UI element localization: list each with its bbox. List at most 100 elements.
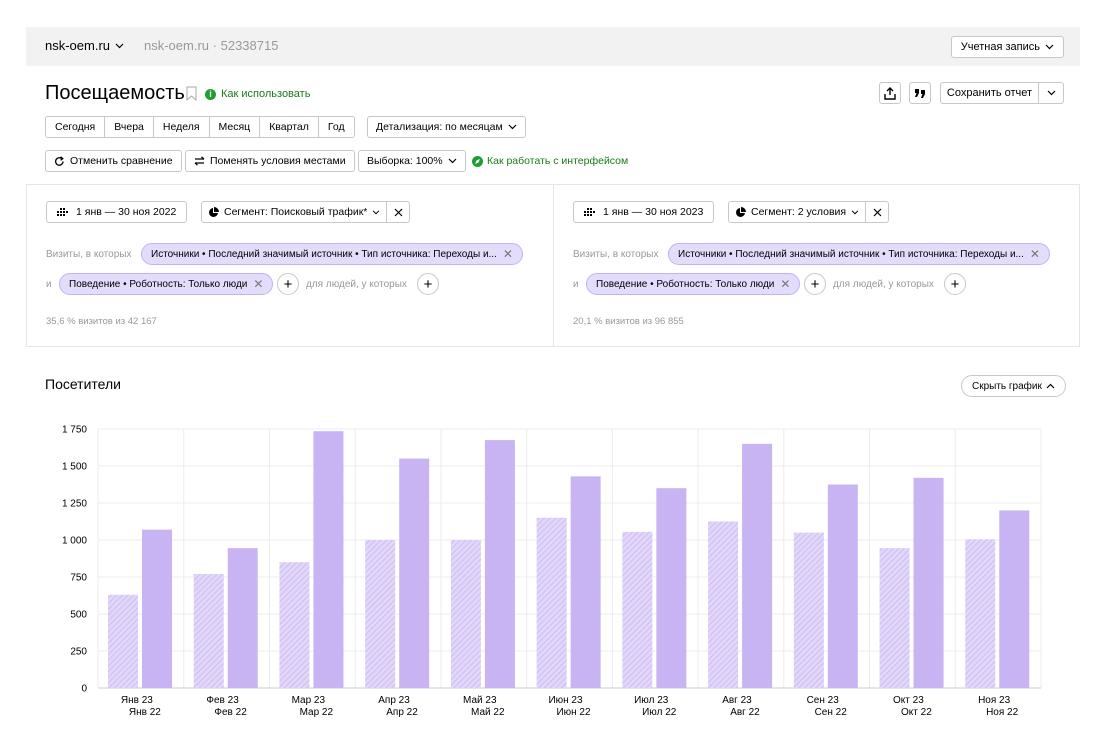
bar-current-period[interactable] — [742, 443, 773, 688]
bar-current-period[interactable] — [142, 529, 172, 688]
x-tick-label-previous: Сен 22 — [815, 707, 848, 718]
x-tick-label: Май 23 — [463, 695, 497, 706]
bar-previous-period[interactable] — [793, 532, 824, 688]
bar-current-period[interactable] — [484, 440, 515, 688]
period-month[interactable]: Месяц — [209, 117, 261, 137]
bar-previous-period[interactable] — [108, 594, 138, 688]
segment-selector[interactable]: Сегмент: Поисковый трафик* — [201, 201, 411, 223]
condition-chip-source[interactable]: Источники • Последний значимый источник … — [668, 243, 1050, 265]
condition-chip-label: Поведение • Роботность: Только люди — [69, 278, 248, 290]
chevron-down-icon — [508, 124, 517, 130]
visits-share-note: 35,6 % визитов из 42 167 — [46, 316, 157, 327]
bar-previous-period[interactable] — [965, 539, 996, 688]
and-label: и — [46, 279, 52, 290]
cancel-compare-button[interactable]: Отменить сравнение — [45, 150, 182, 172]
bar-current-period[interactable] — [399, 458, 430, 688]
close-icon — [394, 208, 403, 216]
api-button[interactable] — [909, 82, 931, 104]
remove-segment-button[interactable] — [387, 202, 409, 222]
close-icon[interactable]: ✕ — [780, 277, 791, 291]
save-report-menu[interactable] — [1039, 83, 1063, 103]
add-people-condition-button[interactable]: + — [417, 273, 439, 295]
x-tick-label-previous: Апр 22 — [386, 707, 418, 718]
segment-label: Сегмент: Поисковый трафик* — [224, 206, 368, 218]
bar-previous-period[interactable] — [365, 540, 396, 688]
counter-id: 52338715 — [220, 38, 279, 53]
add-visit-condition-button[interactable]: + — [277, 273, 299, 295]
plus-icon: + — [810, 275, 820, 293]
hide-chart-button[interactable]: Скрыть график — [961, 375, 1066, 397]
x-tick-label-previous: Фев 22 — [214, 707, 247, 718]
segment-selector[interactable]: Сегмент: 2 условия — [728, 201, 890, 223]
info-icon: i — [205, 88, 216, 100]
condition-chip-robot[interactable]: Поведение • Роботность: Только люди ✕ — [59, 273, 274, 295]
x-tick-label: Янв 23 — [121, 695, 153, 706]
period-selector: Сегодня Вчера Неделя Месяц Квартал Год — [45, 116, 355, 138]
period-week[interactable]: Неделя — [153, 117, 210, 137]
y-tick-label: 1 500 — [62, 462, 87, 473]
x-tick-label-previous: Окт 22 — [901, 707, 932, 718]
period-year[interactable]: Год — [318, 117, 354, 137]
remove-segment-button[interactable] — [866, 202, 888, 222]
period-today[interactable]: Сегодня — [46, 117, 106, 137]
add-people-condition-button[interactable]: + — [944, 273, 966, 295]
close-icon[interactable]: ✕ — [1029, 247, 1040, 261]
close-icon[interactable]: ✕ — [502, 247, 513, 261]
segment-label: Сегмент: 2 условия — [751, 206, 847, 218]
close-icon[interactable]: ✕ — [253, 277, 264, 291]
save-report-button[interactable]: Сохранить отчет — [940, 82, 1064, 104]
interface-help-link[interactable]: Как работать с интерфейсом — [472, 155, 628, 167]
bar-current-period[interactable] — [827, 484, 858, 689]
segment-column-right: 1 янв — 30 ноя 2023 Сегмент: 2 условия В… — [554, 185, 1080, 346]
interface-help-label: Как работать с интерфейсом — [487, 155, 629, 167]
x-tick-label: Сен 23 — [807, 695, 840, 706]
hide-chart-label: Скрыть график — [972, 380, 1042, 392]
bar-previous-period[interactable] — [450, 540, 481, 688]
swap-label: Поменять условия местами — [210, 155, 346, 167]
cancel-compare-label: Отменить сравнение — [70, 155, 173, 167]
condition-chip-source[interactable]: Источники • Последний значимый источник … — [141, 243, 523, 265]
bar-previous-period[interactable] — [193, 574, 224, 688]
bar-current-period[interactable] — [570, 476, 601, 688]
people-condition-label: для людей, у которых — [306, 279, 407, 290]
pie-chart-icon — [736, 206, 746, 217]
how-to-use-link[interactable]: i Как использовать — [205, 88, 310, 100]
calendar-icon — [57, 207, 68, 216]
bar-current-period[interactable] — [999, 510, 1030, 688]
x-tick-label-previous: Июн 22 — [556, 707, 591, 718]
compass-icon — [472, 155, 483, 167]
condition-chip-robot[interactable]: Поведение • Роботность: Только люди ✕ — [586, 273, 801, 295]
bar-previous-period[interactable] — [536, 517, 567, 688]
x-tick-label: Авг 23 — [722, 695, 752, 706]
close-icon — [873, 208, 882, 216]
detail-dropdown[interactable]: Детализация: по месяцам — [367, 116, 526, 138]
swap-conditions-button[interactable]: Поменять условия местами — [185, 150, 355, 172]
refresh-icon — [54, 155, 64, 166]
bar-previous-period[interactable] — [708, 521, 739, 689]
counter-site: nsk-oem.ru — [144, 38, 210, 53]
add-visit-condition-button[interactable]: + — [804, 273, 826, 295]
date-range-button[interactable]: 1 янв — 30 ноя 2022 — [46, 201, 188, 223]
bar-previous-period[interactable] — [622, 531, 653, 688]
sample-dropdown[interactable]: Выборка: 100% — [358, 150, 466, 172]
period-yesterday[interactable]: Вчера — [105, 117, 154, 137]
bookmark-icon[interactable] — [186, 86, 197, 101]
condition-chip-label: Источники • Последний значимый источник … — [151, 248, 497, 260]
bar-current-period[interactable] — [913, 477, 944, 688]
visits-share-note: 20,1 % визитов из 96 855 — [573, 316, 684, 327]
site-selector[interactable]: nsk-oem.ru — [45, 38, 124, 53]
bar-current-period[interactable] — [227, 548, 258, 688]
bar-previous-period[interactable] — [879, 548, 910, 688]
bar-previous-period[interactable] — [279, 562, 310, 688]
x-tick-label: Ноя 23 — [978, 695, 1011, 706]
export-button[interactable] — [879, 82, 901, 104]
y-tick-label: 1 250 — [62, 499, 87, 510]
bar-current-period[interactable] — [313, 431, 344, 688]
account-button[interactable]: Учетная запись — [950, 36, 1064, 58]
bar-current-period[interactable] — [656, 488, 687, 688]
x-tick-label: Июн 23 — [548, 695, 583, 706]
calendar-icon — [584, 207, 595, 216]
date-range-button[interactable]: 1 янв — 30 ноя 2023 — [573, 201, 715, 223]
period-quarter[interactable]: Квартал — [260, 117, 319, 137]
chevron-down-icon — [448, 158, 457, 164]
